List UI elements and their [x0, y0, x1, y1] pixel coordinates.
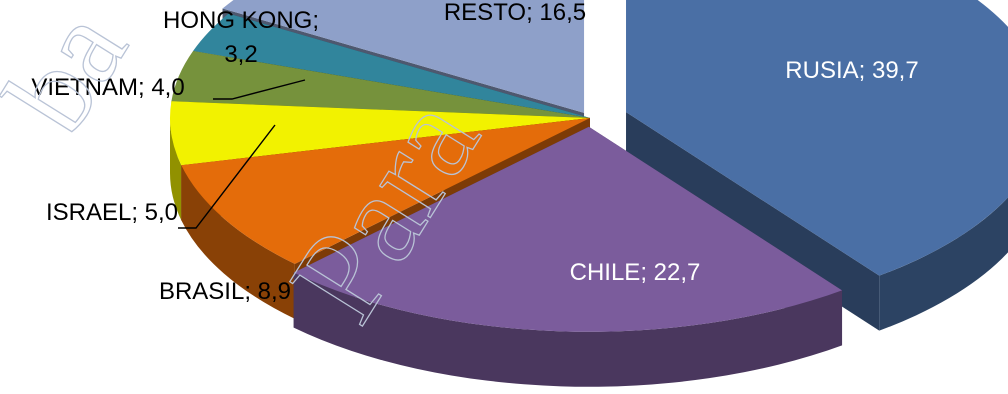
data-label-brasil: BRASIL; 8,9 [159, 278, 291, 305]
data-label-israel: ISRAEL; 5,0 [46, 199, 178, 226]
data-label-resto: RESTO; 16,5 [444, 0, 586, 26]
slice-chile-rim [293, 272, 843, 387]
slice-vietnam-top [171, 50, 590, 118]
leader-line-vietnam [213, 79, 306, 100]
slice-resto-top [222, 0, 585, 113]
slice-israel-rim [170, 118, 182, 221]
slice-chile [293, 126, 843, 387]
slice-brasil-rim [181, 165, 295, 319]
data-label-rusia: RUSIA; 39,7 [785, 57, 918, 84]
leader-line-israel [178, 124, 276, 229]
data-label-hong-kong: HONG KONG; 3,2 [163, 7, 319, 68]
slice-rusia-top [626, 0, 1008, 276]
data-label-vietnam: VIETNAM; 4,0 [31, 74, 184, 101]
slice-brasil-top [181, 118, 590, 264]
slice-rusia-rim [879, 197, 1008, 331]
pie-slices [170, 0, 1008, 387]
data-labels: RUSIA; 39,7 CHILE; 22,7 BRASIL; 8,9 ISRAEL;… [31, 0, 918, 305]
slice-hong-kong-top [193, 13, 591, 119]
slice-israel-top [170, 101, 591, 166]
data-label-chile: CHILE; 22,7 [570, 259, 701, 286]
slice-chile-top [293, 126, 843, 332]
watermark-text-fragment: ba [0, 0, 152, 154]
